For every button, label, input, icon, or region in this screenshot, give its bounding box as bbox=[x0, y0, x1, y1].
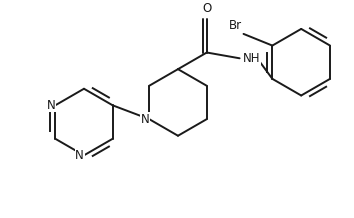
Text: N: N bbox=[75, 149, 84, 162]
Text: NH: NH bbox=[242, 52, 260, 65]
Text: O: O bbox=[202, 2, 211, 15]
Text: N: N bbox=[141, 113, 149, 126]
Text: Br: Br bbox=[228, 19, 241, 32]
Text: N: N bbox=[46, 99, 55, 112]
